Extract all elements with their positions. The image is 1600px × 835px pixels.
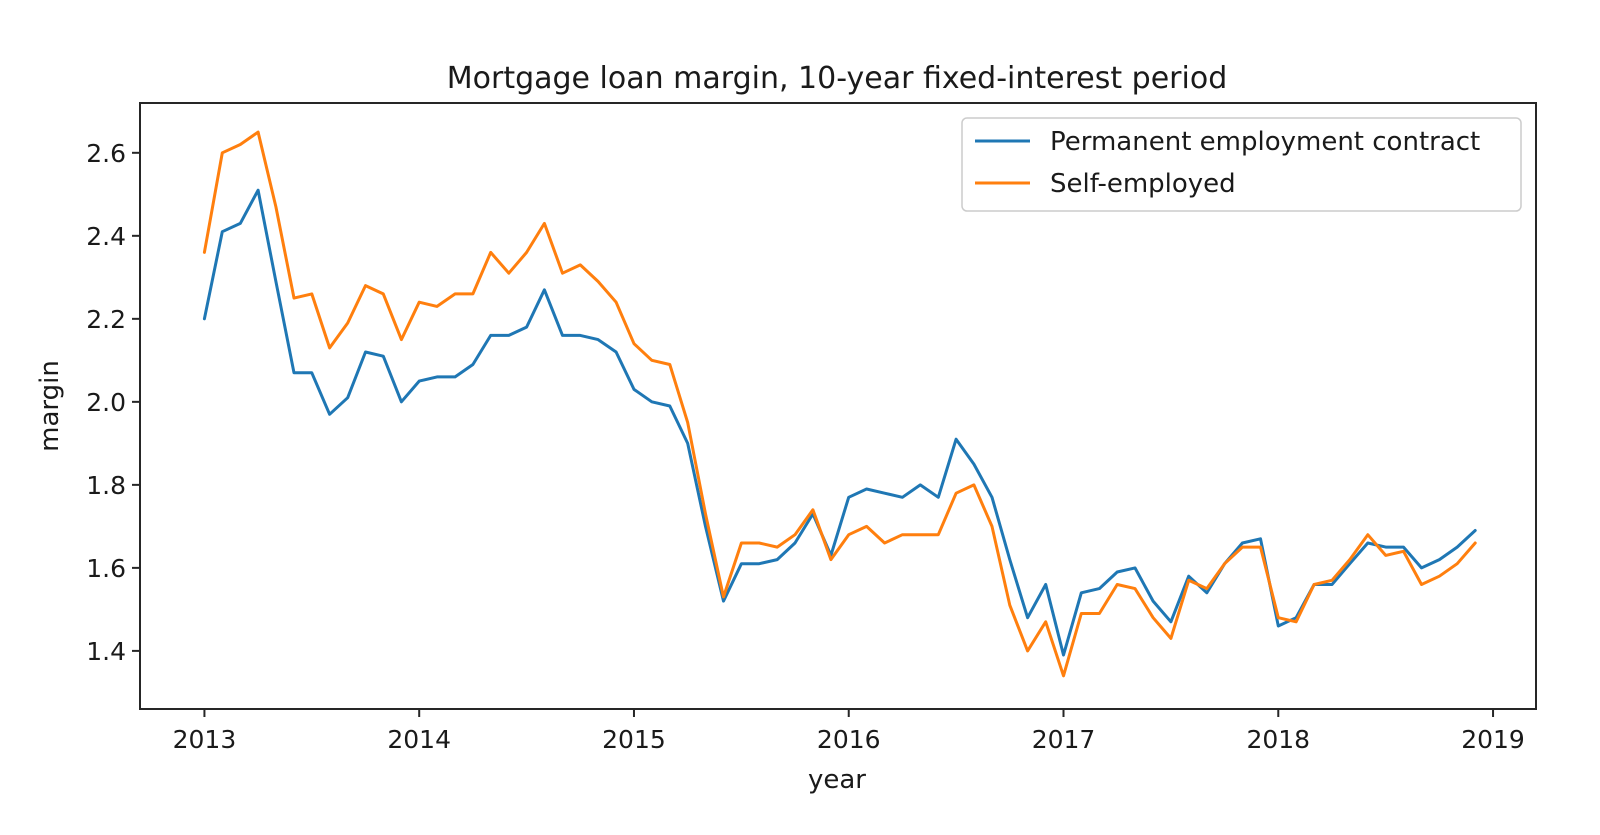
series-lines bbox=[202, 130, 1477, 678]
x-axis-label: year bbox=[808, 765, 866, 795]
y-tick-label: 2.6 bbox=[86, 139, 126, 168]
x-tick-label: 2013 bbox=[173, 725, 237, 754]
plot-frame bbox=[139, 102, 1537, 710]
y-axis-label: margin bbox=[35, 360, 65, 452]
x-tick-label: 2018 bbox=[1246, 725, 1310, 754]
y-tick-label: 2.0 bbox=[86, 388, 126, 417]
legend-label-self-employed: Self-employed bbox=[1050, 169, 1236, 199]
x-tick-label: 2014 bbox=[387, 725, 451, 754]
y-axis: 1.4 1.6 1.8 2.0 2.2 2.4 2.6 bbox=[86, 139, 140, 666]
legend-label-permanent: Permanent employment contract bbox=[1050, 127, 1480, 157]
x-tick-label: 2017 bbox=[1032, 725, 1096, 754]
x-tick-label: 2015 bbox=[602, 725, 666, 754]
y-tick-label: 1.4 bbox=[86, 637, 126, 666]
y-tick-label: 2.2 bbox=[86, 305, 126, 334]
x-axis: 2013 2014 2015 2016 2017 2018 2019 bbox=[173, 709, 1525, 754]
chart-title: Mortgage loan margin, 10-year fixed-inte… bbox=[447, 61, 1227, 96]
y-tick-label: 1.8 bbox=[86, 471, 126, 500]
x-tick-label: 2019 bbox=[1461, 725, 1525, 754]
x-tick-label: 2016 bbox=[817, 725, 881, 754]
y-tick-label: 1.6 bbox=[86, 554, 126, 583]
legend-box bbox=[961, 117, 1522, 212]
y-tick-label: 2.4 bbox=[86, 222, 126, 251]
series-line-self-employed bbox=[202, 130, 1477, 678]
legend: Permanent employment contract Self-emplo… bbox=[961, 117, 1522, 212]
